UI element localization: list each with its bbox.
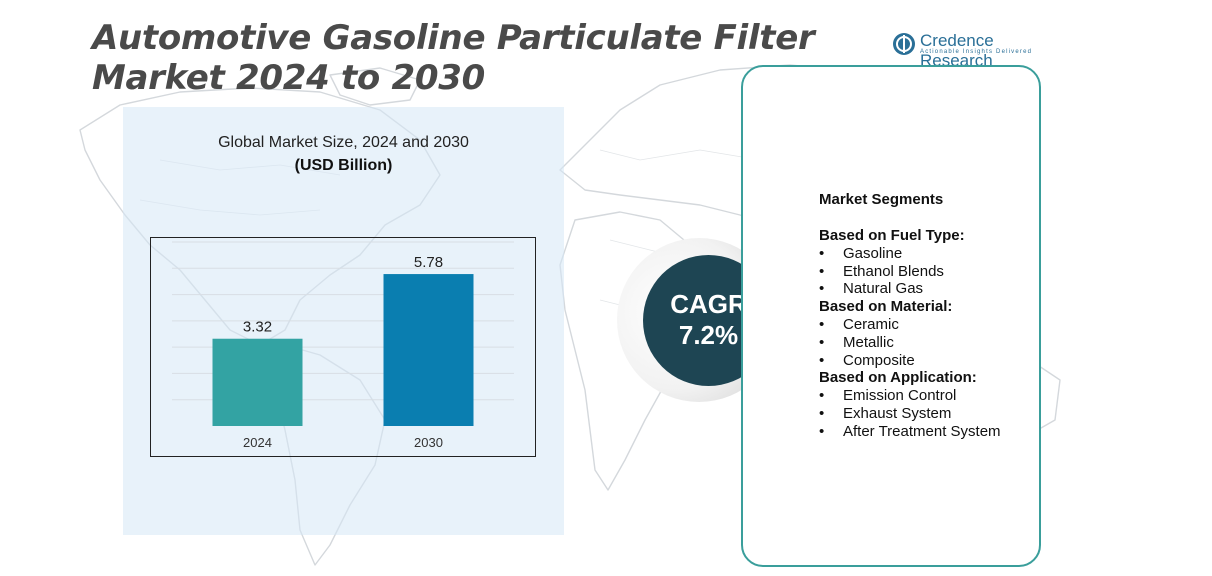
- bullet-icon: •: [819, 351, 825, 369]
- segment-item-label: After Treatment System: [843, 422, 1001, 440]
- x-tick-label: 2030: [414, 435, 443, 450]
- segment-item-label: Ceramic: [843, 315, 899, 333]
- bullet-icon: •: [819, 280, 825, 298]
- bullet-icon: •: [819, 315, 825, 333]
- credence-research-logo: Credence Research Actionable Insights De…: [892, 30, 1062, 70]
- chart-frame: [150, 237, 536, 457]
- logo-tagline: Actionable Insights Delivered: [920, 49, 1033, 55]
- segment-group-title: Based on Fuel Type:: [819, 227, 965, 244]
- market-segments-card: Market Segments Based on Fuel Type: • Gas…: [741, 65, 1041, 567]
- page-title: Automotive Gasoline Particulate Filter M…: [92, 18, 815, 98]
- segment-item: • Gasoline: [819, 245, 1039, 263]
- segments-list: Market Segments Based on Fuel Type: • Gas…: [819, 191, 1039, 441]
- bullet-icon: •: [819, 422, 825, 440]
- segment-group-title: Based on Material:: [819, 298, 953, 316]
- bullet-icon: •: [819, 387, 825, 405]
- segment-item: • Natural Gas: [819, 280, 1039, 298]
- x-tick-label: 2024: [243, 435, 272, 450]
- bar-value-label: 3.32: [243, 319, 272, 336]
- market-size-bar-chart: 3.32 2024 5.78 2030: [150, 237, 536, 457]
- cagr-label: CAGR: [670, 289, 747, 319]
- chart-title: Global Market Size, 2024 and 2030: [218, 134, 469, 151]
- segment-item-label: Emission Control: [843, 387, 957, 405]
- segment-item-label: Natural Gas: [843, 280, 924, 298]
- logo-icon: [893, 33, 915, 55]
- bullet-icon: •: [819, 333, 825, 351]
- segment-item-label: Ethanol Blends: [843, 262, 944, 280]
- bar-2024: [212, 338, 303, 426]
- segment-item-label: Composite: [843, 351, 915, 369]
- segment-item: • Ceramic: [819, 316, 1039, 334]
- segment-item-label: Exhaust System: [843, 404, 952, 422]
- bar-2030: [383, 274, 474, 426]
- bullet-icon: •: [819, 244, 825, 262]
- segment-item: • Ethanol Blends: [819, 263, 1039, 281]
- chart-bars: 3.32 2024 5.78 2030: [212, 254, 474, 450]
- bullet-icon: •: [819, 404, 825, 422]
- segment-item-label: Metallic: [843, 333, 894, 351]
- segment-item: • Composite: [819, 352, 1039, 370]
- segment-item: • Metallic: [819, 334, 1039, 352]
- cagr-value: 7.2%: [678, 320, 739, 350]
- segment-item: • After Treatment System: [819, 423, 1039, 441]
- chart-unit: (USD Billion): [294, 157, 393, 174]
- segment-group-title: Based on Application:: [819, 369, 977, 387]
- segments-heading: Market Segments: [819, 191, 944, 208]
- segment-item: • Exhaust System: [819, 405, 1039, 423]
- bullet-icon: •: [819, 262, 825, 280]
- segment-item-label: Gasoline: [843, 244, 903, 262]
- bar-value-label: 5.78: [414, 254, 443, 271]
- segment-item: • Emission Control: [819, 387, 1039, 405]
